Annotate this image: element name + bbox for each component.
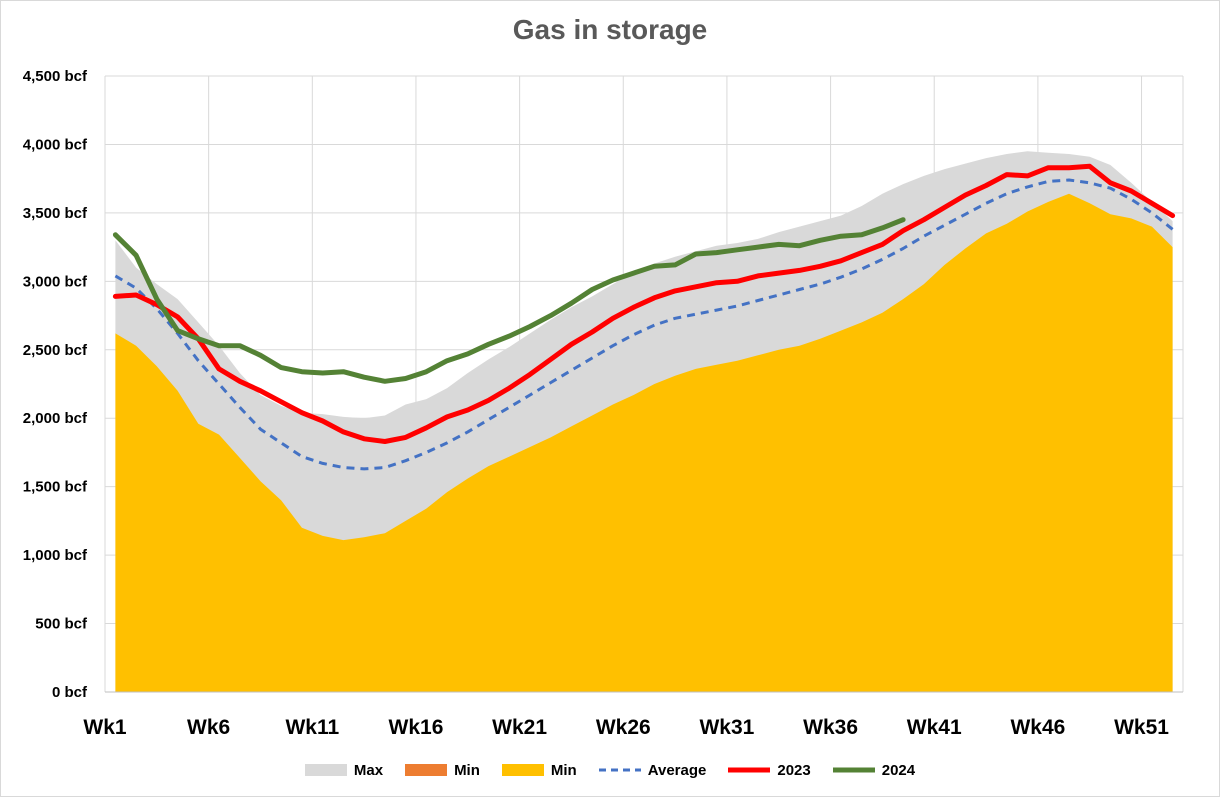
legend-swatch-min-yellow — [501, 764, 544, 776]
x-tick-label-3: Wk16 — [389, 716, 444, 739]
legend-swatch-2023 — [728, 767, 771, 773]
y-tick-label-1: 500 bcf — [35, 616, 88, 633]
legend-label-min-yellow: Min — [550, 761, 577, 779]
legend-label-2023: 2023 — [777, 761, 811, 779]
x-tick-label-5: Wk26 — [596, 716, 651, 739]
y-tick-label-7: 3,500 bcf — [23, 205, 88, 222]
legend-item-2023[interactable]: 2023 — [728, 761, 811, 779]
x-tick-label-4: Wk21 — [492, 716, 547, 739]
legend-item-average[interactable]: Average — [598, 761, 707, 779]
y-tick-label-4: 2,000 bcf — [23, 410, 88, 427]
legend-label-2024: 2024 — [881, 761, 916, 779]
x-tick-label-8: Wk41 — [907, 716, 962, 739]
line-series-2023 — [112, 163, 1176, 444]
legend-swatch-average — [598, 768, 641, 772]
legend-swatch-max — [304, 764, 347, 776]
legend: Max Min Min Average 2023 2024 — [0, 758, 1220, 782]
legend-label-average: Average — [647, 761, 707, 779]
x-tick-label-1: Wk6 — [187, 716, 230, 739]
x-tick-label-0: Wk1 — [83, 716, 127, 739]
x-tick-label-10: Wk51 — [1114, 716, 1169, 739]
chart-title: Gas in storage — [512, 14, 708, 45]
area-series-min-1 — [115, 193, 1173, 692]
legend-item-min-orange[interactable]: Min — [405, 762, 480, 779]
x-tick-label-6: Wk31 — [699, 716, 754, 739]
legend-label-min-orange: Min — [454, 761, 480, 779]
y-tick-label-5: 2,500 bcf — [23, 342, 88, 359]
y-tick-label-2: 1,000 bcf — [23, 547, 88, 564]
legend-label-max: Max — [353, 761, 384, 779]
legend-item-min-yellow[interactable]: Min — [501, 761, 577, 779]
x-tick-label-7: Wk36 — [803, 716, 858, 739]
y-tick-label-0: 0 bcf — [52, 684, 88, 701]
y-tick-label-6: 3,000 bcf — [23, 273, 88, 290]
legend-item-2024[interactable]: 2024 — [832, 761, 916, 779]
legend-swatch-min-orange — [405, 764, 448, 776]
y-tick-label-8: 4,000 bcf — [23, 136, 88, 153]
line-series-2024 — [112, 217, 906, 384]
y-tick-label-9: 4,500 bcf — [23, 68, 88, 85]
x-tick-label-2: Wk11 — [285, 716, 339, 739]
x-tick-label-9: Wk46 — [1010, 716, 1065, 739]
legend-item-max[interactable]: Max — [304, 761, 384, 779]
y-tick-label-3: 1,500 bcf — [23, 479, 88, 496]
legend-swatch-2024 — [832, 767, 875, 773]
